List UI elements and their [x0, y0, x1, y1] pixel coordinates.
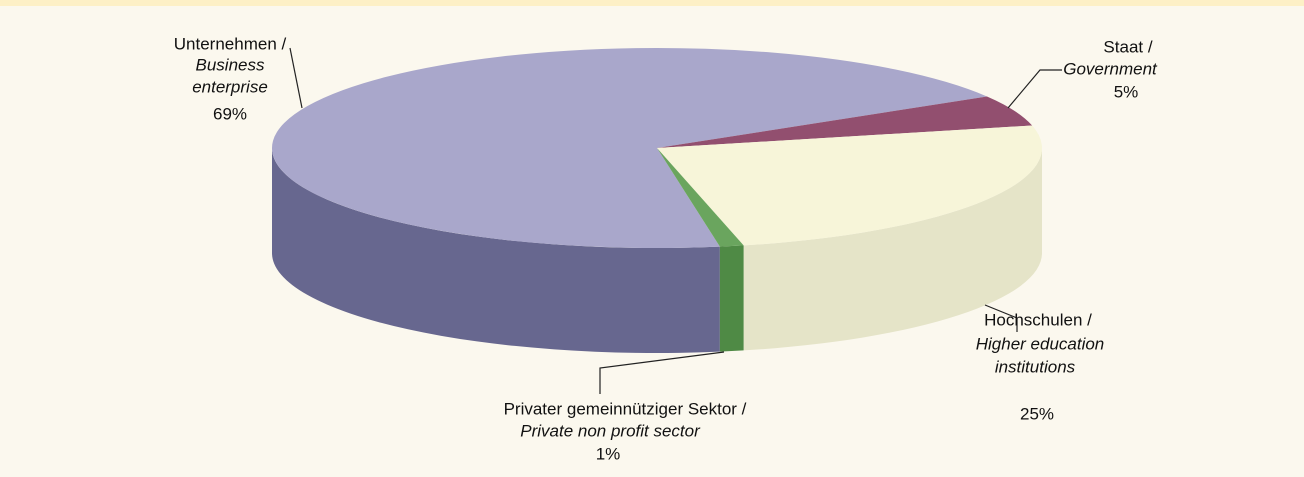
pie	[271, 47, 1042, 354]
slice	[271, 47, 988, 248]
slice	[657, 125, 1042, 246]
pie-top	[271, 47, 1042, 248]
value-label: 1%	[596, 444, 621, 463]
leader-line	[984, 304, 1018, 332]
slice-label-translation: Government	[1063, 59, 1158, 78]
slice-label-translation: Private non profit sector	[520, 421, 701, 440]
slice-label: Staat /	[1103, 37, 1152, 56]
slice-label-translation: enterprise	[192, 77, 268, 96]
pie-sides	[272, 148, 1042, 354]
slice-label-translation: Higher education	[976, 334, 1105, 353]
leader-line	[599, 351, 725, 394]
leader-line	[289, 47, 303, 109]
slice-label: Unternehmen /	[174, 34, 287, 53]
slice-label-translation: institutions	[995, 357, 1076, 376]
slice-side	[272, 148, 720, 354]
top-band	[0, 0, 1304, 6]
leader-line	[1007, 69, 1062, 109]
slice-side	[719, 245, 744, 352]
value-label: 25%	[1020, 404, 1054, 423]
value-label: 5%	[1114, 82, 1139, 101]
slice	[657, 96, 1033, 148]
slice-side	[743, 148, 1042, 351]
slice-label-translation: Business	[196, 55, 265, 74]
slice-label: Privater gemeinnütziger Sektor /	[504, 399, 747, 418]
slice-label: Hochschulen /	[984, 310, 1092, 329]
slice	[657, 148, 744, 247]
value-label: 69%	[213, 104, 247, 123]
